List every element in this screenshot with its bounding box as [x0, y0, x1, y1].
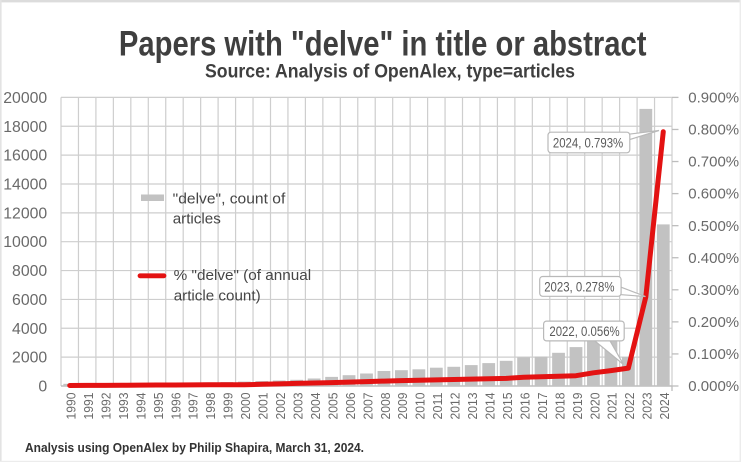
svg-text:2023: 2023	[641, 393, 655, 420]
svg-text:articles: articles	[173, 211, 222, 228]
svg-text:1994: 1994	[134, 393, 148, 420]
svg-text:2005: 2005	[326, 393, 340, 420]
svg-text:2010: 2010	[414, 393, 428, 420]
svg-text:2021: 2021	[606, 393, 620, 420]
svg-text:Source: Analysis of OpenAlex,: Source: Analysis of OpenAlex, type=artic…	[205, 61, 575, 82]
svg-text:Papers with "delve" in title o: Papers with "delve" in title or abstract	[119, 25, 647, 64]
svg-text:1997: 1997	[187, 393, 201, 420]
svg-text:2012: 2012	[449, 393, 463, 420]
svg-text:1992: 1992	[99, 393, 113, 420]
svg-text:16000: 16000	[3, 148, 47, 165]
svg-text:Analysis using OpenAlex by Phi: Analysis using OpenAlex by Philip Shapir…	[25, 440, 364, 455]
svg-text:2000: 2000	[12, 350, 47, 367]
svg-text:1996: 1996	[169, 393, 183, 420]
svg-text:2023, 0.278%: 2023, 0.278%	[544, 279, 614, 294]
svg-text:2002: 2002	[274, 393, 288, 420]
svg-text:2014: 2014	[484, 393, 498, 420]
svg-text:"delve", count of: "delve", count of	[173, 190, 286, 207]
svg-text:2022: 2022	[623, 393, 637, 420]
svg-text:2017: 2017	[536, 393, 550, 420]
svg-text:10000: 10000	[3, 234, 47, 251]
svg-text:0.900%: 0.900%	[688, 91, 739, 107]
svg-text:1990: 1990	[65, 393, 79, 420]
svg-text:0.000%: 0.000%	[688, 379, 739, 395]
svg-text:1995: 1995	[152, 393, 166, 420]
svg-text:article count): article count)	[174, 287, 261, 304]
svg-text:2001: 2001	[257, 393, 271, 420]
svg-text:1998: 1998	[204, 393, 218, 420]
svg-text:12000: 12000	[3, 205, 47, 222]
svg-text:0: 0	[38, 379, 47, 396]
svg-text:1991: 1991	[82, 393, 96, 420]
svg-text:2011: 2011	[431, 393, 445, 420]
svg-text:2006: 2006	[344, 393, 358, 420]
svg-text:0.700%: 0.700%	[688, 155, 739, 171]
svg-text:1993: 1993	[117, 393, 131, 420]
svg-text:2016: 2016	[518, 393, 532, 420]
svg-text:2024, 0.793%: 2024, 0.793%	[553, 135, 623, 150]
svg-text:6000: 6000	[12, 292, 47, 309]
svg-text:8000: 8000	[12, 263, 47, 280]
svg-text:0.600%: 0.600%	[688, 187, 739, 203]
svg-text:2022, 0.056%: 2022, 0.056%	[549, 324, 619, 339]
svg-text:0.100%: 0.100%	[688, 347, 739, 363]
svg-text:2019: 2019	[571, 393, 585, 420]
svg-text:2008: 2008	[379, 393, 393, 420]
svg-text:2015: 2015	[501, 393, 515, 420]
svg-text:2003: 2003	[291, 393, 305, 420]
svg-text:1999: 1999	[222, 393, 236, 420]
svg-text:2013: 2013	[466, 393, 480, 420]
svg-text:0.200%: 0.200%	[688, 315, 739, 331]
svg-text:2024: 2024	[658, 393, 672, 420]
svg-text:0.400%: 0.400%	[688, 251, 739, 267]
svg-text:18000: 18000	[3, 119, 47, 136]
svg-text:2020: 2020	[588, 393, 602, 420]
svg-text:0.800%: 0.800%	[688, 123, 739, 139]
svg-text:4000: 4000	[12, 321, 47, 338]
svg-text:0.500%: 0.500%	[688, 219, 739, 235]
svg-text:2009: 2009	[396, 393, 410, 420]
svg-text:2007: 2007	[361, 393, 375, 420]
svg-text:2000: 2000	[239, 393, 253, 420]
svg-text:14000: 14000	[3, 176, 47, 193]
svg-text:0.300%: 0.300%	[688, 283, 739, 299]
svg-text:2004: 2004	[309, 393, 323, 420]
svg-text:20000: 20000	[3, 90, 47, 107]
svg-text:% "delve" (of annual: % "delve" (of annual	[174, 267, 312, 284]
svg-text:2018: 2018	[553, 393, 567, 420]
